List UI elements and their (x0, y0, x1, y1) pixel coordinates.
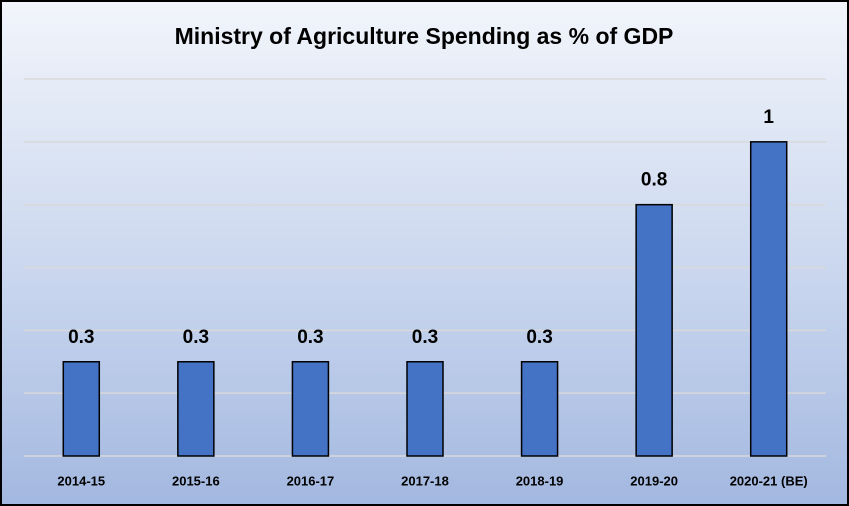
bar (406, 361, 444, 457)
bar (749, 141, 788, 457)
x-tick-label: 2019-20 (630, 473, 678, 488)
x-tick-label: 2014-15 (57, 473, 105, 488)
bar (177, 361, 215, 457)
data-label: 0.3 (68, 327, 94, 348)
data-label: 1 (763, 107, 774, 128)
x-tick-label: 2018-19 (516, 473, 564, 488)
bar (291, 361, 330, 457)
bar (520, 361, 559, 457)
x-tick-label: 2020-21 (BE) (730, 473, 808, 488)
data-label: 0.3 (297, 327, 323, 348)
x-tick-label: 2016-17 (287, 473, 335, 488)
x-tick-label: 2015-16 (172, 473, 220, 488)
data-label: 0.3 (183, 327, 209, 348)
x-tick-label: 2017-18 (401, 473, 449, 488)
data-label: 0.8 (641, 170, 667, 191)
chart-title: Ministry of Agriculture Spending as % of… (175, 23, 674, 49)
bar (635, 203, 673, 457)
data-label: 0.3 (412, 327, 438, 348)
data-label: 0.3 (526, 327, 552, 348)
bar (62, 361, 101, 457)
